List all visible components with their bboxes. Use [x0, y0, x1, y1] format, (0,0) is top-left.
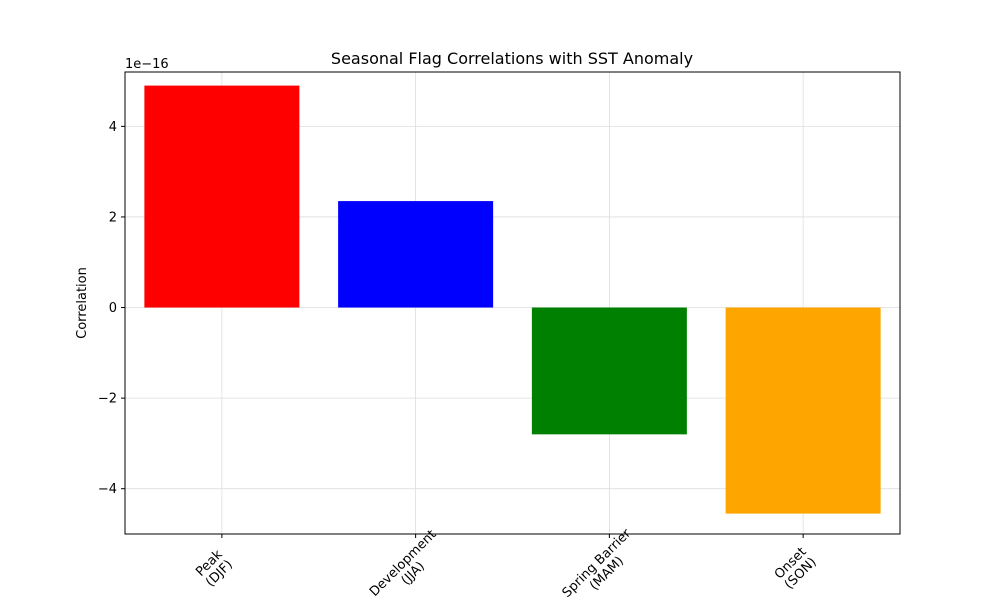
bar: [531, 307, 687, 435]
bars: [144, 85, 881, 514]
x-tick-label: Peak(DJF): [193, 547, 236, 590]
y-tick-label: −2: [98, 392, 117, 407]
y-tick-label: −4: [98, 482, 117, 497]
axes: [124, 71, 901, 535]
bar: [338, 201, 494, 308]
plot-frame: [124, 71, 901, 535]
x-tick-label: Development(JJA): [367, 527, 450, 600]
x-tick-label: Onset(SON): [772, 545, 820, 593]
x-tick-label: Spring Barrier(MAM): [560, 526, 645, 600]
y-tick-label: 0: [109, 301, 117, 316]
y-tick-label: 4: [109, 120, 117, 135]
chart-title: Seasonal Flag Correlations with SST Anom…: [331, 49, 693, 68]
bar: [725, 307, 881, 514]
y-tick-label: 2: [109, 210, 117, 225]
bar: [144, 85, 300, 308]
y-axis-offset-label: 1e−16: [125, 57, 169, 72]
y-axis-label: Correlation: [75, 267, 90, 339]
